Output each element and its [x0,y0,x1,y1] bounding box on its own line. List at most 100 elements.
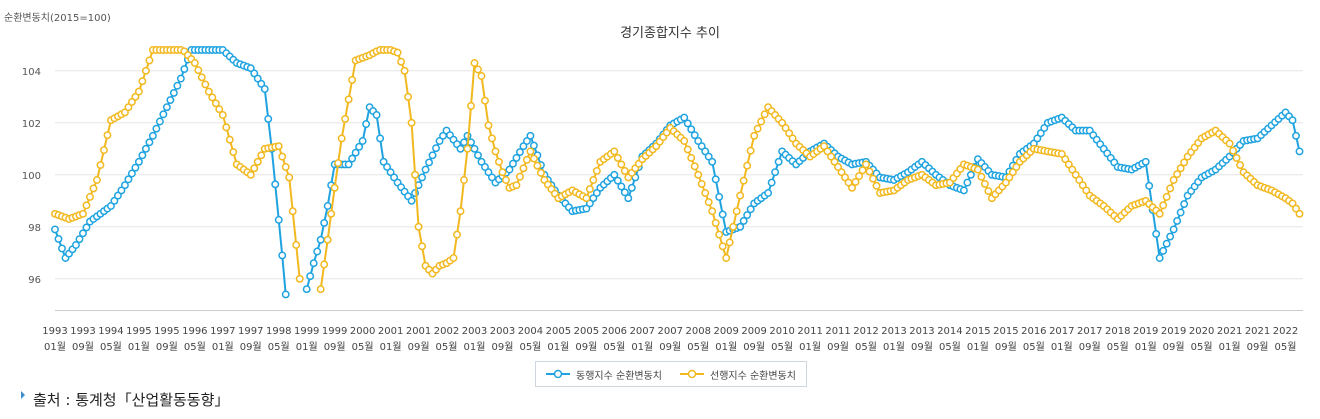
data-point [463,144,472,153]
x-tick-month: 09월 [911,341,933,353]
data-point [166,96,175,105]
data-point [246,64,255,73]
data-point [529,141,538,150]
data-point [830,157,839,166]
data-point [1166,232,1175,241]
data-point [316,285,325,294]
data-point [180,65,189,74]
data-point [718,242,727,251]
data-point [484,168,493,177]
data-point [529,154,538,163]
data-point [862,160,870,169]
data-point [162,103,171,112]
data-point [190,59,199,67]
data-point [120,181,129,190]
data-point [774,157,783,166]
legend-item-coincident[interactable]: 동행지수 순환변동치 [546,367,662,382]
data-point [1008,168,1017,177]
data-point [512,181,521,190]
data-point [746,146,755,155]
data-point [383,163,392,171]
x-tick-year: 1993 [42,326,67,337]
data-point [453,230,461,239]
x-tick-year: 2000 [350,326,375,337]
x-tick-year: 2006 [602,326,627,337]
data-point [407,118,416,127]
data-point [131,163,140,172]
y-tick-label: 104 [22,67,41,78]
x-tick-month: 09월 [408,341,430,353]
data-point [715,230,724,239]
data-point [141,144,150,153]
data-point [414,222,423,231]
data-point [58,244,66,253]
source-bullet-icon [21,391,25,399]
data-point [302,285,311,294]
chart-title: 경기종합지수 추이 [620,26,720,41]
x-tick-month: 05월 [939,341,961,353]
data-point [106,202,115,210]
legend-item-leading[interactable]: 선행지수 순환변동치 [680,367,796,382]
data-point [474,65,482,74]
data-point [778,118,787,127]
data-point [138,77,147,86]
data-point [1012,163,1021,171]
x-tick-year: 2002 [434,326,459,337]
data-point [131,92,140,101]
data-point [1292,131,1300,140]
data-point [376,134,385,143]
x-tick-month: 01월 [380,341,402,353]
data-point [1176,208,1185,217]
data-point [278,152,287,161]
data-point [481,96,489,105]
data-point [274,215,283,224]
data-point [155,117,164,126]
x-tick-month: 05월 [855,341,877,353]
data-point [407,196,416,205]
data-point [872,181,881,190]
data-point [351,148,360,157]
data-point [694,170,703,179]
data-point [522,155,531,164]
data-point [281,163,290,171]
x-tick-month: 01월 [715,341,737,353]
data-point [344,160,353,169]
x-tick-year: 2013 [881,326,906,337]
data-point [334,159,343,168]
data-point [624,194,633,203]
data-point [390,173,399,182]
data-point [400,66,409,75]
x-tick-year: 1999 [294,326,319,337]
data-point [680,137,689,145]
data-point [348,154,357,163]
data-point [1061,155,1070,164]
data-point [848,183,856,192]
data-point [197,73,206,82]
data-point [1068,165,1077,174]
data-point [194,66,203,75]
data-point [1173,170,1182,179]
x-tick-year: 2012 [853,326,878,337]
data-point [823,147,832,156]
y-tick-label: 100 [22,171,41,182]
x-tick-year: 2015 [965,326,990,337]
data-point [285,173,294,182]
x-tick-year: 2001 [378,326,403,337]
x-tick-year: 2003 [490,326,515,337]
x-tick-year: 2021 [1245,326,1270,337]
data-point [404,92,413,101]
data-point [344,95,353,104]
data-point [250,69,259,78]
data-point [687,153,696,162]
data-point [152,124,161,133]
data-point [820,142,829,151]
data-point [1082,186,1091,195]
data-point [425,158,433,167]
x-tick-year: 2021 [1217,326,1242,337]
data-point [1169,225,1178,234]
data-point [855,172,863,181]
data-point [1229,146,1238,155]
data-point [253,157,262,166]
x-tick-year: 2005 [546,326,571,337]
source-note: 출처 : 통계청「산업활동동향」 [33,391,230,409]
